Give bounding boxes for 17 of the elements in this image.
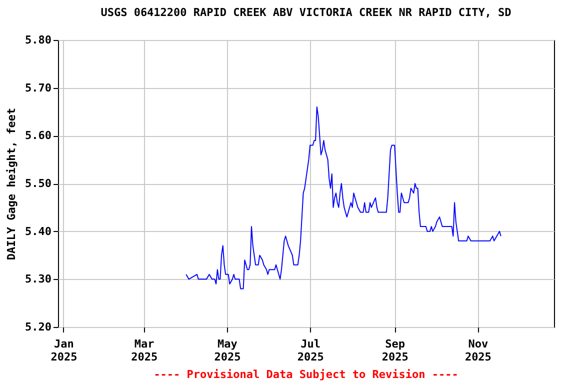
text: ---- Provisional Data Subject to Revision ---- bbox=[154, 368, 458, 381]
y-axis-title: DAILY Gage height, feet bbox=[5, 108, 18, 260]
y-tick-label: 5.50 bbox=[25, 177, 52, 190]
x-tick-label: Sep 2025 bbox=[382, 338, 408, 364]
x-tick-label: Nov 2025 bbox=[464, 338, 492, 364]
y-tick-label: 5.20 bbox=[25, 320, 52, 334]
x-tick-label: May 2025 bbox=[214, 338, 241, 364]
chart-title: USGS 06412200 RAPID CREEK ABV VICTORIA CREEK NR RAPID CITY, SD bbox=[100, 6, 512, 19]
y-tick-label: 5.70 bbox=[25, 81, 52, 94]
y-tick-label: 5.80 bbox=[25, 34, 52, 46]
y-tick-label: 5.60 bbox=[25, 129, 52, 142]
x-tick-label: Jan 2025 bbox=[50, 338, 78, 364]
y-tick-label: 5.40 bbox=[25, 224, 52, 238]
y-tick-label: 5.30 bbox=[25, 272, 52, 286]
line-series bbox=[186, 106, 502, 290]
x-tick-label: Jul 2025 bbox=[297, 338, 324, 364]
x-tick-label: Mar 2025 bbox=[131, 338, 158, 364]
